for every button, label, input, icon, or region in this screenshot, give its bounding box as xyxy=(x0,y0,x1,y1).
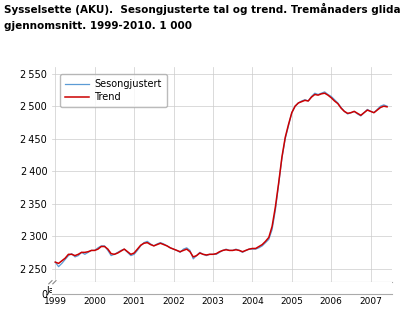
Sesongjustert xyxy=(128,254,133,258)
Trend xyxy=(345,111,350,115)
Trend xyxy=(207,252,212,256)
Sesongjustert xyxy=(385,104,390,108)
Text: gjennomsnitt. 1999-2010. 1 000: gjennomsnitt. 1999-2010. 1 000 xyxy=(4,21,192,31)
Line: Sesongjustert: Sesongjustert xyxy=(55,92,387,267)
Sesongjustert xyxy=(290,111,294,115)
Sesongjustert xyxy=(56,265,61,268)
Legend: Sesongjustert, Trend: Sesongjustert, Trend xyxy=(60,74,166,107)
Sesongjustert xyxy=(207,252,212,256)
Sesongjustert xyxy=(345,112,350,116)
Sesongjustert xyxy=(322,90,327,94)
Trend xyxy=(290,111,294,115)
Trend xyxy=(316,93,320,97)
Trend xyxy=(322,91,327,95)
Sesongjustert xyxy=(118,249,123,252)
Sesongjustert xyxy=(316,92,320,96)
Line: Trend: Trend xyxy=(55,93,387,263)
Trend xyxy=(118,249,123,253)
Text: Sysselsette (AKU).  Sesongjusterte tal og trend. Tremånaders glidande: Sysselsette (AKU). Sesongjusterte tal og… xyxy=(4,3,400,15)
Sesongjustert xyxy=(53,260,58,264)
Trend xyxy=(53,260,58,264)
Trend xyxy=(385,105,390,109)
Trend xyxy=(56,261,61,265)
Trend xyxy=(128,252,133,256)
